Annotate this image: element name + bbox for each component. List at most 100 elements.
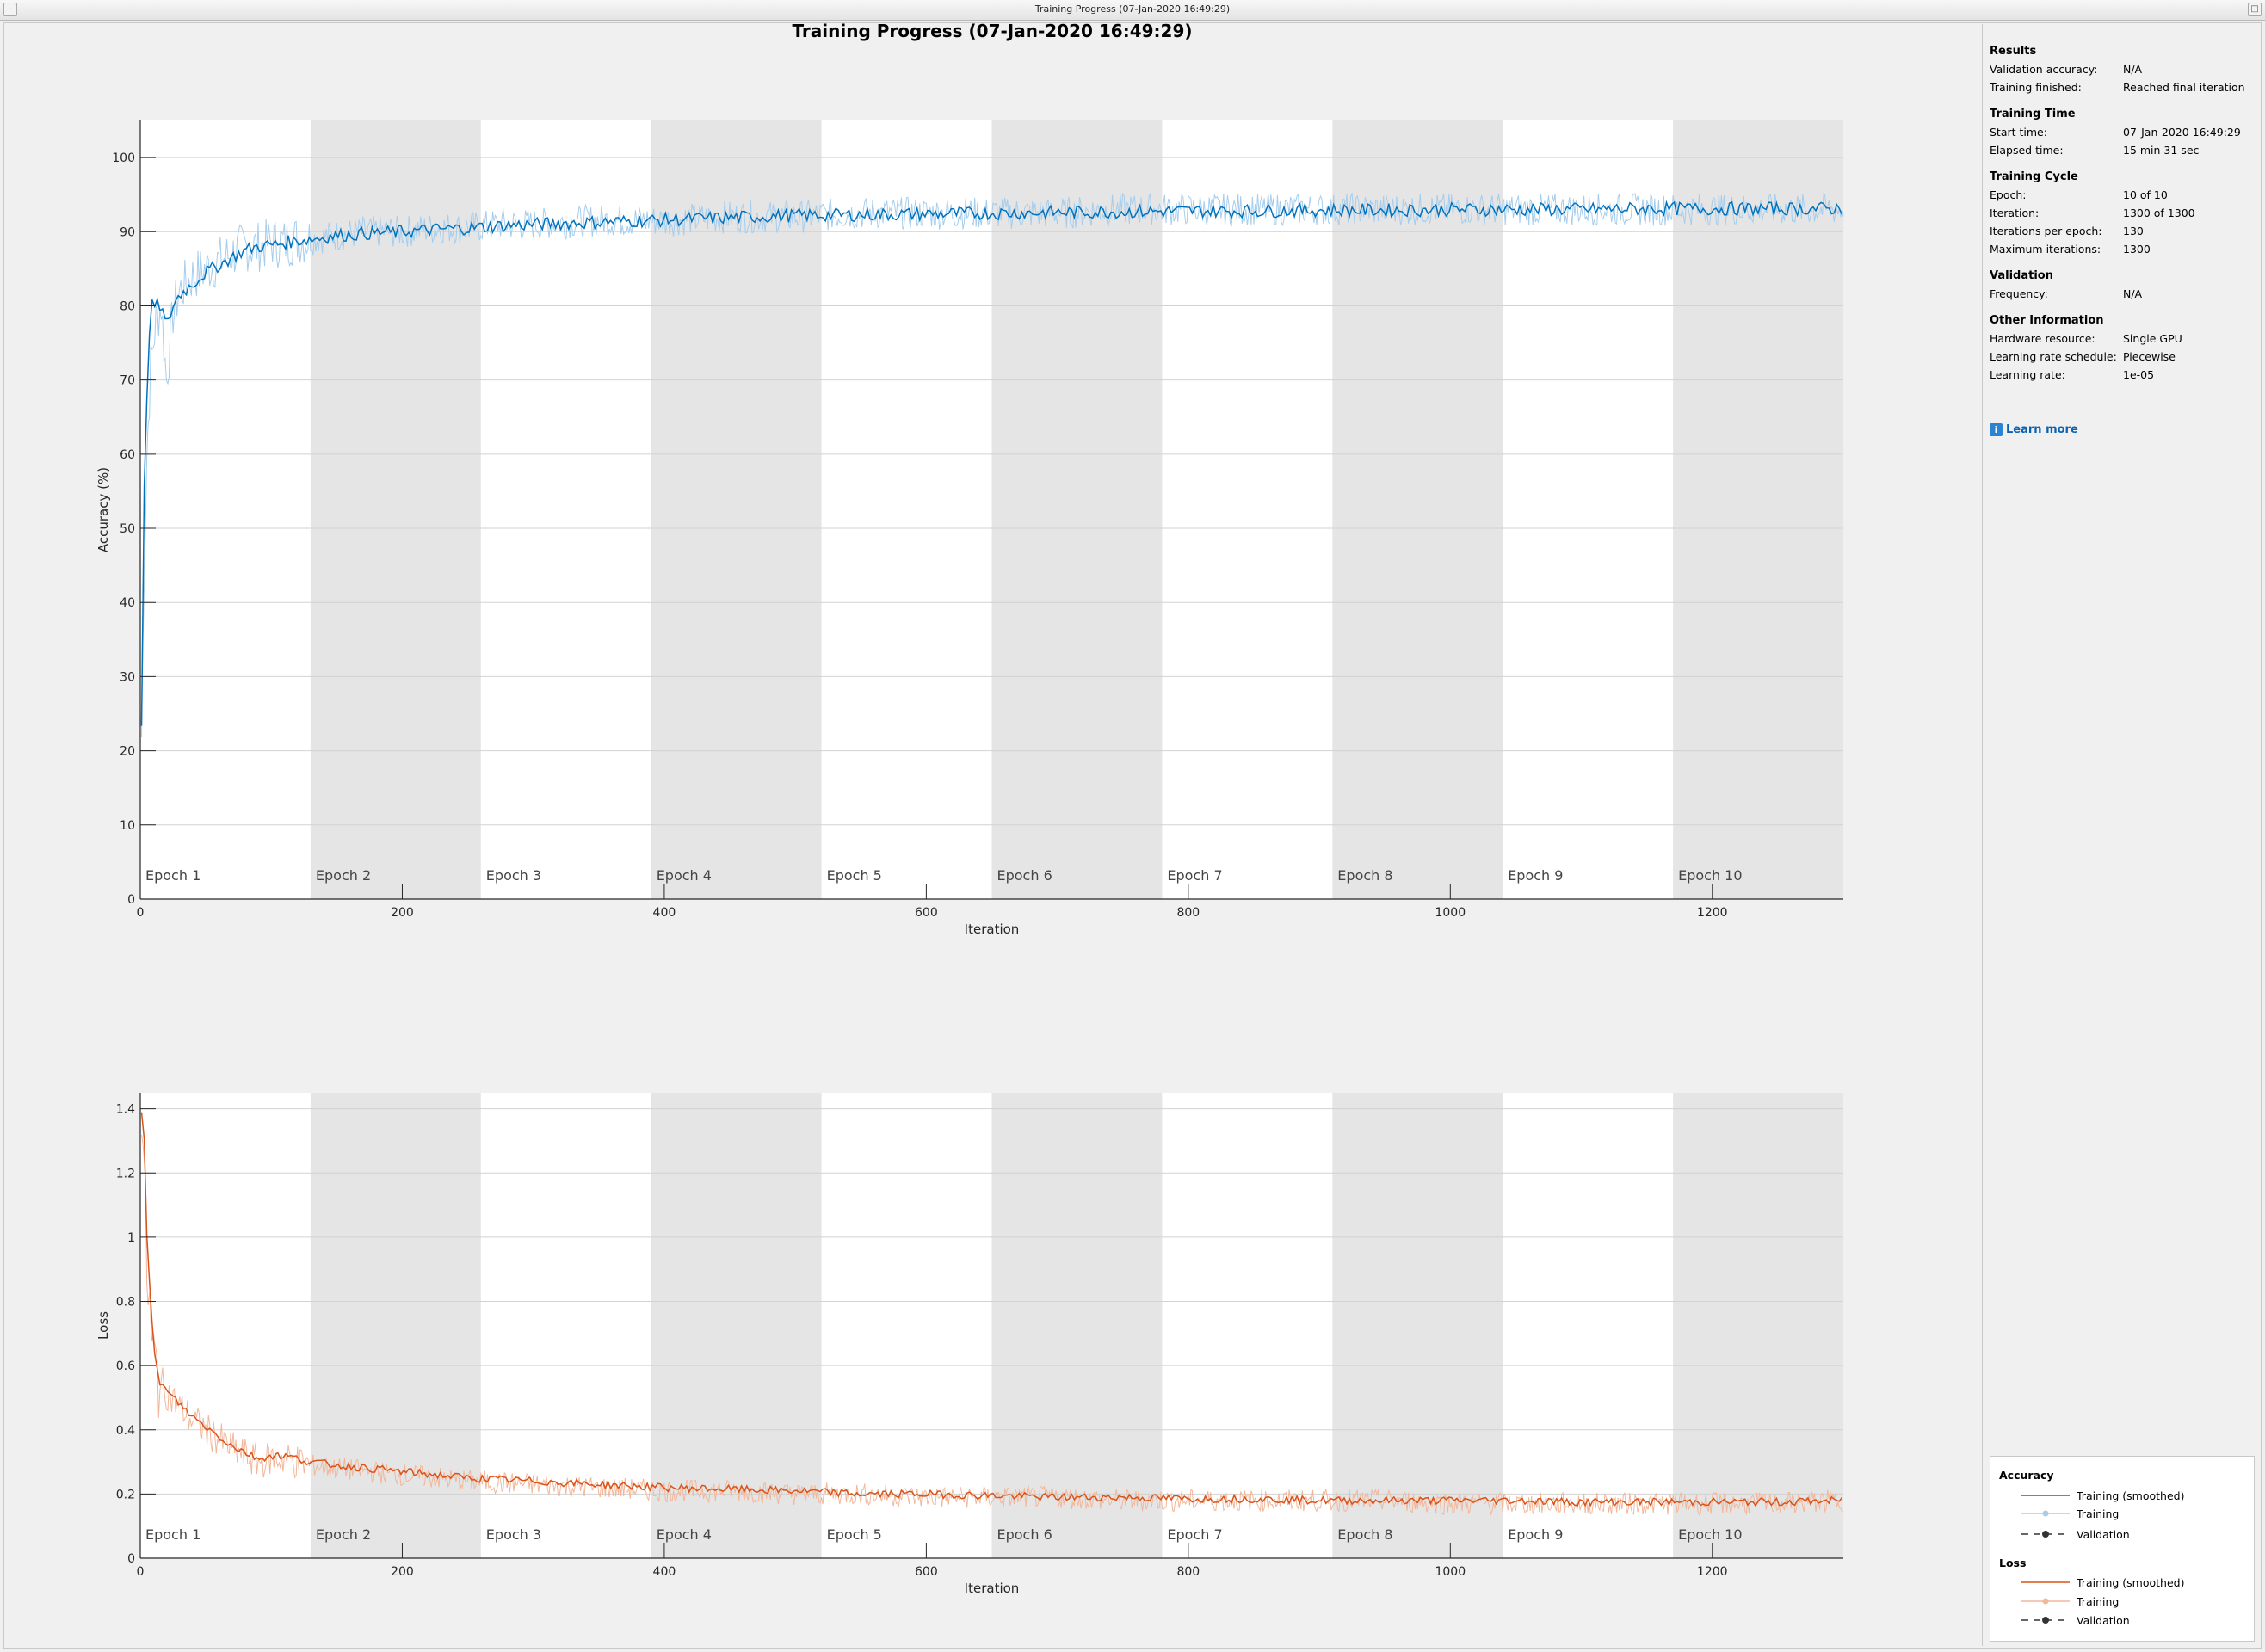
results-section: Results Validation accuracy: N/A Training… bbox=[1990, 43, 2256, 96]
info-row: Training finished: Reached final iteratio… bbox=[1990, 78, 2256, 96]
training-series-line bbox=[141, 192, 1844, 737]
legend-accuracy-heading: Accuracy bbox=[1999, 1469, 2054, 1482]
epoch-label: Epoch 4 bbox=[657, 1526, 712, 1543]
legend-label: Training bbox=[2077, 1507, 2120, 1520]
info-row: Iterations per epoch: 130 bbox=[1990, 222, 2256, 240]
x-axis-label: Iteration bbox=[965, 1581, 1020, 1596]
epoch-band bbox=[651, 120, 822, 899]
y-tick-label: 100 bbox=[112, 151, 135, 165]
smoothed-series-line bbox=[140, 1112, 1843, 1507]
epoch-label: Epoch 1 bbox=[145, 867, 201, 884]
info-row: Frequency: N/A bbox=[1990, 285, 2256, 303]
legend-marker-icon bbox=[2021, 1531, 2070, 1538]
y-tick-label: 50 bbox=[120, 522, 135, 536]
x-tick-label: 400 bbox=[653, 906, 676, 920]
info-label: Frequency: bbox=[1990, 287, 2048, 300]
y-tick-label: 60 bbox=[120, 448, 135, 462]
legend: Accuracy Training (smoothed) Training Va… bbox=[1990, 1456, 2255, 1642]
info-value: N/A bbox=[2123, 63, 2143, 76]
legend-label: Training (smoothed) bbox=[2077, 1489, 2185, 1502]
x-tick-label: 200 bbox=[391, 906, 414, 920]
legend-line-icon bbox=[2021, 1581, 2070, 1583]
x-axis-label: Iteration bbox=[965, 922, 1020, 937]
legend-loss-training: Training bbox=[2020, 1593, 2119, 1610]
window-title: Training Progress (07-Jan-2020 16:49:29) bbox=[1034, 3, 1231, 15]
epoch-label: Epoch 6 bbox=[997, 1526, 1052, 1543]
figure-window bbox=[3, 22, 2262, 1649]
legend-loss-heading: Loss bbox=[1999, 1556, 2027, 1569]
y-tick-label: 0 bbox=[127, 893, 135, 907]
info-row: Start time: 07-Jan-2020 16:49:29 bbox=[1990, 123, 2256, 141]
x-tick-label: 1200 bbox=[1697, 906, 1728, 920]
info-label: Iteration: bbox=[1990, 206, 2040, 219]
x-tick-label: 800 bbox=[1176, 1565, 1200, 1579]
epoch-band bbox=[1332, 1093, 1503, 1558]
y-tick-label: 20 bbox=[120, 745, 135, 759]
info-row: Learning rate schedule: Piecewise bbox=[1990, 348, 2256, 366]
legend-accuracy-training: Training bbox=[2020, 1505, 2119, 1522]
info-value: Reached final iteration bbox=[2123, 81, 2245, 94]
epoch-label: Epoch 5 bbox=[827, 867, 882, 884]
x-tick-label: 1000 bbox=[1435, 1565, 1466, 1579]
info-value: Piecewise bbox=[2123, 350, 2176, 363]
epoch-band bbox=[1673, 120, 1843, 899]
training-series-line bbox=[141, 1135, 1844, 1516]
x-tick-label: 0 bbox=[137, 906, 145, 920]
y-tick-label: 1 bbox=[127, 1231, 135, 1245]
info-label: Validation accuracy: bbox=[1990, 63, 2098, 76]
x-tick-label: 200 bbox=[391, 1565, 414, 1579]
epoch-band bbox=[310, 1093, 481, 1558]
epoch-label: Epoch 7 bbox=[1167, 1526, 1222, 1543]
x-tick-label: 1000 bbox=[1435, 906, 1466, 920]
y-tick-label: 0.8 bbox=[116, 1296, 135, 1310]
legend-marker-icon bbox=[2021, 1617, 2070, 1624]
info-value: 1e-05 bbox=[2123, 368, 2155, 381]
epoch-label: Epoch 9 bbox=[1508, 867, 1563, 884]
x-tick-label: 600 bbox=[915, 1565, 938, 1579]
loss-chart: Epoch 1 Epoch 2 Epoch 3 Epoch 4 Epoch 5 Epoch… bbox=[96, 1093, 1844, 1596]
epoch-band bbox=[991, 120, 1163, 899]
info-value: 130 bbox=[2123, 225, 2144, 237]
y-tick-label: 90 bbox=[120, 225, 135, 239]
x-tick-label: 800 bbox=[1176, 906, 1200, 920]
info-row: Hardware resource: Single GPU bbox=[1990, 330, 2256, 348]
epoch-label: Epoch 10 bbox=[1678, 1526, 1742, 1543]
smoothed-series-line bbox=[140, 200, 1843, 726]
learn-more-link[interactable]: i Learn more bbox=[1990, 423, 2078, 436]
other-information-heading: Other Information bbox=[1990, 314, 2104, 327]
training-time-section: Training Time Start time: 07-Jan-2020 16:… bbox=[1990, 106, 2256, 159]
y-axis-label: Loss bbox=[96, 1311, 111, 1340]
info-label: Learning rate schedule: bbox=[1990, 350, 2117, 363]
info-label: Maximum iterations: bbox=[1990, 243, 2101, 256]
other-information-section: Other Information Hardware resource: Sing… bbox=[1990, 312, 2256, 384]
y-tick-label: 1.2 bbox=[116, 1167, 135, 1180]
x-tick-label: 1200 bbox=[1697, 1565, 1728, 1579]
info-row: Validation accuracy: N/A bbox=[1990, 60, 2256, 78]
epoch-label: Epoch 4 bbox=[657, 867, 712, 884]
training-time-heading: Training Time bbox=[1990, 108, 2076, 120]
info-row: Epoch: 10 of 10 bbox=[1990, 186, 2256, 204]
window-menu-icon[interactable]: – bbox=[3, 3, 17, 16]
info-label: Epoch: bbox=[1990, 188, 2027, 201]
legend-accuracy-smoothed: Training (smoothed) bbox=[2020, 1487, 2184, 1504]
legend-marker-icon bbox=[2021, 1510, 2070, 1517]
window-maximize-icon[interactable]: □ bbox=[2248, 3, 2262, 16]
info-label: Start time: bbox=[1990, 126, 2047, 139]
info-value: 1300 bbox=[2123, 243, 2151, 256]
epoch-label: Epoch 3 bbox=[486, 1526, 541, 1543]
epoch-label: Epoch 1 bbox=[145, 1526, 201, 1543]
epoch-label: Epoch 10 bbox=[1678, 867, 1742, 884]
y-tick-label: 0.2 bbox=[116, 1488, 135, 1501]
info-value: 1300 of 1300 bbox=[2123, 206, 2195, 219]
y-tick-label: 1.4 bbox=[116, 1103, 135, 1117]
legend-label: Validation bbox=[2077, 1527, 2130, 1541]
window-titlebar[interactable]: – Training Progress (07-Jan-2020 16:49:2… bbox=[0, 0, 2265, 21]
training-cycle-section: Training Cycle Epoch: 10 of 10 Iteration:… bbox=[1990, 169, 2256, 258]
epoch-band bbox=[1673, 1093, 1843, 1558]
y-tick-label: 0.4 bbox=[116, 1424, 135, 1438]
validation-section: Validation Frequency: N/A bbox=[1990, 268, 2256, 303]
training-cycle-heading: Training Cycle bbox=[1990, 170, 2078, 183]
y-tick-label: 0.6 bbox=[116, 1359, 135, 1373]
y-tick-label: 80 bbox=[120, 299, 135, 313]
epoch-label: Epoch 8 bbox=[1337, 1526, 1392, 1543]
